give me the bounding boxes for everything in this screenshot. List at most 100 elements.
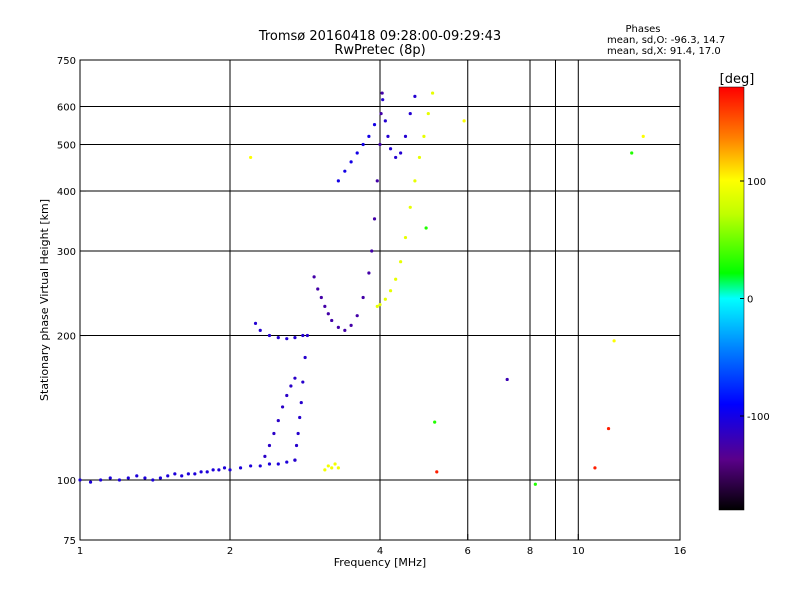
x-tick-label: 2 [227,546,233,557]
data-point [228,468,232,472]
data-point [424,226,428,230]
data-point [326,464,330,468]
data-point [186,472,190,476]
y-tick-label: 400 [57,187,76,198]
data-point [612,339,616,343]
data-point [319,295,323,300]
data-point [126,476,130,480]
y-tick-label: 600 [57,103,76,114]
data-point [381,98,385,102]
data-point [394,155,398,160]
data-point [280,405,285,409]
data-point [312,275,316,279]
data-point [293,376,297,380]
x-tick-label: 8 [527,546,533,557]
data-point [193,472,197,476]
data-point [78,478,82,482]
data-point [378,142,382,147]
x-tick-label: 10 [572,546,585,557]
data-point [433,420,437,424]
data-point [301,380,305,384]
data-point [349,323,353,327]
data-point [413,179,417,183]
data-point [88,480,93,484]
data-point [388,147,393,151]
data-point [462,119,466,123]
data-point [343,169,347,173]
data-point [379,111,383,116]
data-point [305,333,310,338]
phases-heading: Phases [625,24,660,35]
x-axis-label: Frequency [MHz] [334,556,426,569]
data-point [417,155,422,160]
data-point [386,134,390,138]
data-point [99,478,103,482]
data-point [285,393,289,398]
chart-subtitle: RwPretec (8p) [334,43,425,58]
data-point [108,476,112,480]
data-point [383,297,387,301]
data-point [375,179,379,183]
data-point [296,431,300,436]
data-point [217,468,221,472]
data-point [263,454,267,459]
data-point [151,478,155,482]
data-point [285,337,289,341]
data-point [343,328,347,332]
data-point [367,134,371,138]
data-point [238,466,243,470]
phases-x-line: mean, sd,X: 91.4, 17.0 [607,46,721,57]
data-point [323,468,327,472]
data-point [426,111,430,116]
y-tick-label: 200 [57,332,76,343]
data-point [211,468,215,472]
x-axis-ticks: 1 2 4 6 8 10 16 [77,534,687,557]
x-tick-label: 16 [674,546,687,557]
data-point [299,400,303,405]
y-tick-label: 300 [57,247,76,258]
data-point [349,160,353,164]
data-point [593,466,597,470]
data-point [361,295,365,300]
colorbar-tick-label: 100 [747,177,766,188]
data-point [430,91,435,95]
data-point [323,304,327,309]
data-point [361,142,365,147]
chart-title: Tromsø 20160418 09:28:00-09:29:43 [258,29,501,44]
data-point [355,314,359,318]
colorbar: [deg] 100 0 -100 [718,72,770,511]
data-point [375,304,379,309]
data-point [205,470,209,474]
data-point [372,217,377,221]
colorbar-label: [deg] [720,72,755,87]
data-point [289,384,293,388]
data-point [267,462,272,466]
data-point [267,333,272,338]
data-point [293,336,297,340]
data-point [316,287,320,291]
data-point [378,302,382,307]
data-point [276,418,280,423]
data-point [199,470,203,474]
data-point [336,325,340,329]
data-point [253,321,258,325]
data-point [298,415,302,420]
plot-area: 1 2 4 6 8 10 16 75 100 200 300 400 500 600 750 [57,56,686,557]
data-point [505,377,509,382]
data-point [399,151,403,155]
data-point [249,464,253,468]
data-point [180,474,184,478]
data-point [403,235,408,240]
grid-lines [80,60,680,540]
data-point [303,355,307,360]
data-point [293,458,297,462]
data-point [258,464,262,468]
colorbar-gradient [718,86,745,511]
data-point [408,205,412,209]
y-tick-label: 100 [57,476,76,487]
colorbar-tick-label: -100 [747,412,770,423]
data-point [403,134,408,138]
colorbar-ticks: 100 0 -100 [740,177,770,423]
data-point [333,462,337,466]
